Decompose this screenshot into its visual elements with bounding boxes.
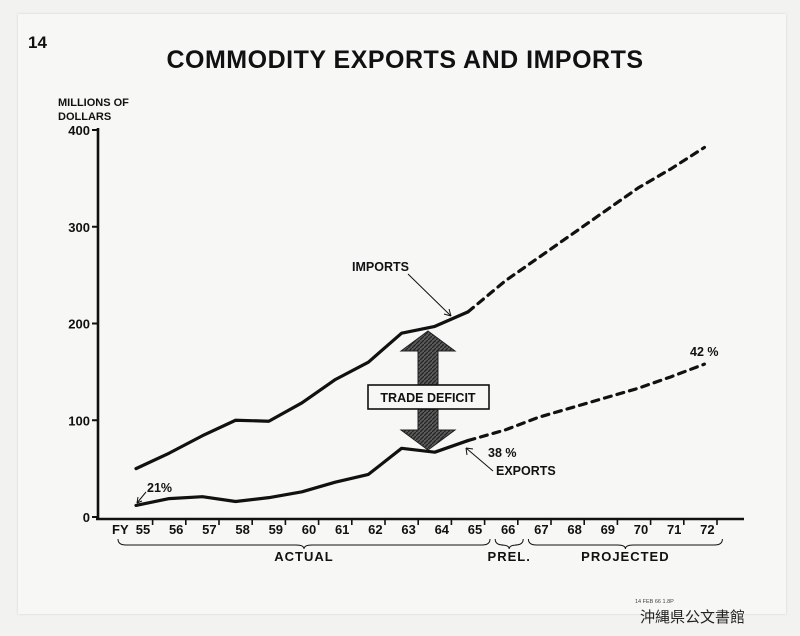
x-tick-label: 66: [501, 522, 515, 537]
x-axis-prefix: FY: [112, 522, 129, 537]
y-tick-label: 200: [68, 317, 90, 332]
series-label-imports: IMPORTS: [352, 260, 409, 274]
x-tick-label: 55: [136, 522, 150, 537]
series-line-exports-projected: [466, 362, 707, 443]
x-tick-label: 69: [601, 522, 615, 537]
x-tick-label: 63: [401, 522, 415, 537]
x-tick-label: 64: [435, 522, 450, 537]
x-tick-label: 67: [534, 522, 548, 537]
series-group: [134, 145, 707, 507]
x-tick-label: 60: [302, 522, 316, 537]
chart-title: COMMODITY EXPORTS AND IMPORTS: [166, 46, 643, 74]
trade-deficit-box: [367, 384, 490, 410]
x-tick-label: 72: [700, 522, 714, 537]
archive-watermark: 沖縄県公文書館: [640, 608, 745, 626]
exports-leader-arrowhead: [465, 447, 474, 456]
trade-deficit-arrow: TRADE DEFICIT: [367, 330, 490, 451]
period-label: ACTUAL: [274, 549, 333, 564]
trade-deficit-label: TRADE DEFICIT: [380, 391, 476, 405]
y-axis-ticks: 0 100 200 300 400: [68, 123, 98, 525]
series-line-exports-actual: [134, 438, 470, 507]
chart-paper: [18, 14, 786, 614]
period-brace: [494, 538, 524, 550]
x-tick-label: 62: [368, 522, 382, 537]
period-label: PREL.: [488, 549, 531, 564]
imports-leader-arrowhead: [443, 308, 452, 317]
x-tick-label: 68: [567, 522, 581, 537]
period-brace: [117, 538, 491, 550]
exports-start-leader-arrowhead: [136, 496, 143, 504]
x-tick-label: 57: [202, 522, 216, 537]
exports-leader-line: [465, 447, 494, 472]
exports-65-percent-label: 38 %: [488, 446, 517, 460]
y-tick-label: 400: [68, 123, 90, 138]
y-axis-label-line-1: MILLIONS OF: [58, 97, 129, 109]
y-tick-label: 0: [83, 510, 90, 525]
x-tick-label: 59: [269, 522, 283, 537]
page-number: 14: [28, 33, 47, 52]
exports-start-percent-label: 21%: [147, 481, 172, 495]
y-tick-label: 100: [68, 413, 90, 428]
exports-start-leader-line: [136, 491, 147, 504]
x-tick-label: 71: [667, 522, 681, 537]
y-tick-label: 300: [68, 220, 90, 235]
y-axis-label-line-2: DOLLARS: [58, 111, 111, 123]
series-label-exports: EXPORTS: [496, 464, 556, 478]
period-brace: [527, 538, 723, 550]
date-stamp: 14 FEB 66 1.8P: [635, 599, 674, 605]
imports-leader-line: [407, 273, 452, 317]
period-label: PROJECTED: [581, 549, 669, 564]
x-tick-label: 58: [235, 522, 249, 537]
period-brackets: ACTUAL PREL. PROJECTED: [117, 538, 723, 564]
x-tick-label: 65: [468, 522, 482, 537]
x-tick-label: 56: [169, 522, 183, 537]
x-tick-label: 61: [335, 522, 349, 537]
x-axis-ticks: 55 56 57 58 59 60 61 62 63 64 65 66 67 68 69 70 71 72: [136, 519, 718, 537]
x-tick-label: 70: [634, 522, 648, 537]
series-line-imports-projected: [466, 145, 707, 314]
exports-72-percent-label: 42 %: [690, 345, 719, 359]
